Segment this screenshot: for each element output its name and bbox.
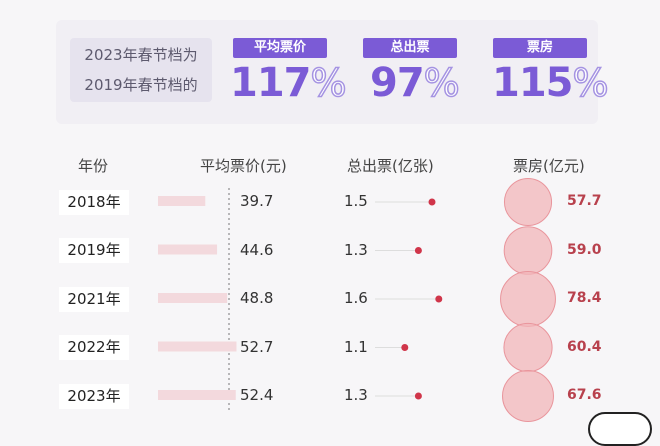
column-header-year: 年份 — [78, 157, 109, 175]
year-label: 2018年 — [59, 189, 129, 215]
tickets-value: 1.1 — [344, 337, 368, 356]
box-office-value: 67.6 — [567, 387, 602, 403]
box-office-value: 60.4 — [567, 338, 602, 355]
price-bar — [158, 390, 236, 400]
column-header-box-office: 票房(亿元) — [513, 157, 585, 175]
year-label: 2022年 — [59, 335, 129, 360]
box-office-value: 57.7 — [567, 193, 602, 209]
metric-label-avg-price: 平均票价 — [233, 38, 327, 58]
tickets-dot — [414, 247, 422, 254]
price-bar — [158, 341, 237, 352]
box-office-value: 78.4 — [567, 290, 602, 306]
price-value: 48.8 — [240, 289, 274, 307]
metric-label-tickets: 总出票 — [363, 38, 457, 58]
year-label: 2023年 — [59, 383, 129, 409]
price-bar — [158, 244, 218, 255]
tickets-dot — [435, 295, 443, 303]
tickets-value: 1.6 — [344, 289, 368, 307]
column-header-avg-price: 平均票价(元) — [200, 157, 287, 175]
year-label: 2019年 — [59, 238, 129, 263]
metric-label-box-office: 票房 — [493, 38, 587, 58]
price-value: 52.4 — [240, 386, 274, 404]
box-office-bubble — [503, 177, 553, 227]
comparison-box: 2023年春节档为 2019年春节档的 — [70, 38, 212, 102]
comparison-line-2: 2019年春节档的 — [84, 76, 198, 94]
metric-value-avg-price: 117% — [230, 60, 347, 106]
box-office-bubble — [503, 322, 553, 373]
price-value: 44.6 — [240, 240, 274, 259]
price-bar — [158, 293, 228, 303]
column-header-tickets: 总出票(亿张) — [347, 157, 434, 175]
box-office-bubble — [503, 226, 553, 275]
chart-marks — [158, 177, 556, 422]
price-value: 52.7 — [240, 337, 274, 356]
box-office-bubble — [500, 271, 556, 327]
tickets-value: 1.3 — [344, 386, 368, 404]
metric-value-tickets: 97% — [370, 60, 461, 106]
box-office-bubble — [502, 370, 554, 422]
box-office-value: 59.0 — [567, 241, 602, 258]
comparison-line-1: 2023年春节档为 — [84, 46, 198, 64]
year-label: 2021年 — [59, 286, 129, 312]
price-value: 39.7 — [240, 192, 274, 210]
metric-value-box-office: 115% — [492, 60, 609, 106]
corner-badge — [588, 412, 652, 446]
tickets-value: 1.5 — [344, 192, 368, 210]
tickets-dot — [401, 344, 409, 351]
price-bar — [158, 196, 206, 206]
tickets-value: 1.3 — [344, 240, 368, 259]
tickets-dot — [428, 198, 436, 206]
tickets-dot — [414, 392, 422, 400]
